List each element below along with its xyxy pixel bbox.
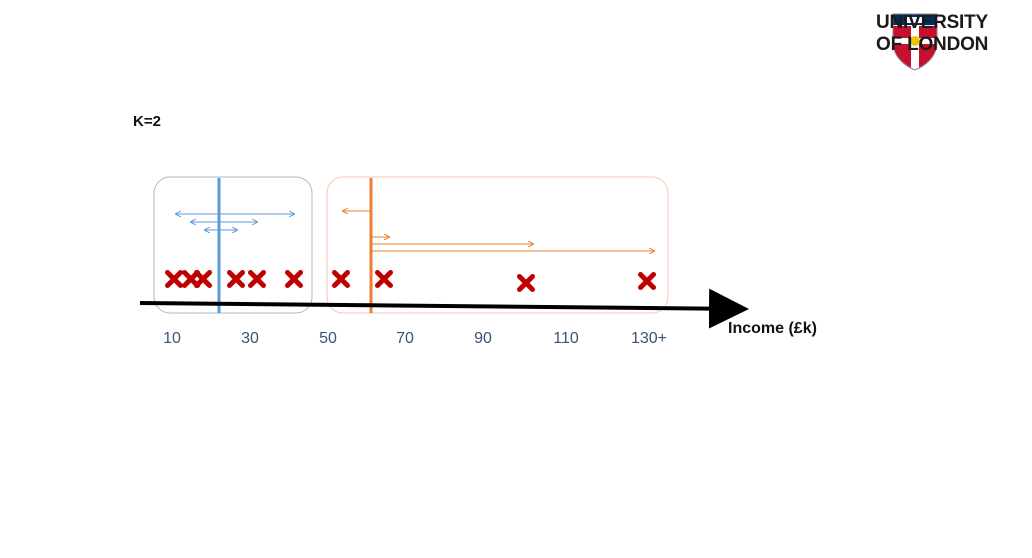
cluster2-box: [326, 176, 669, 314]
data-point-cross: [165, 270, 183, 288]
logo-line2: OF LONDON: [876, 34, 989, 55]
data-point-cross: [638, 272, 656, 290]
logo-line1: UNIVERSITY: [876, 12, 989, 33]
tick-label: 110: [553, 330, 579, 347]
tick-label: 70: [396, 330, 414, 347]
income-axis: [139, 288, 749, 329]
data-point-cross: [332, 270, 350, 288]
data-point-cross: [248, 270, 266, 288]
data-point-cross: [285, 270, 303, 288]
data-point-cross: [375, 270, 393, 288]
cluster1-box: [153, 176, 313, 314]
data-point-cross: [227, 270, 245, 288]
tick-label: 130+: [631, 330, 667, 347]
tick-label: 10: [163, 330, 181, 347]
university-logo-text: UNIVERSITY OF LONDON: [876, 12, 988, 56]
tick-label: 50: [319, 330, 337, 347]
k-label: K=2: [133, 113, 161, 130]
data-points: [165, 270, 656, 292]
tick-label: 30: [241, 330, 259, 347]
data-point-cross: [517, 274, 535, 292]
university-crest-icon: [892, 13, 938, 71]
axis-title: Income (£k): [728, 320, 817, 337]
data-point-cross: [194, 270, 212, 288]
tick-label: 90: [474, 330, 492, 347]
